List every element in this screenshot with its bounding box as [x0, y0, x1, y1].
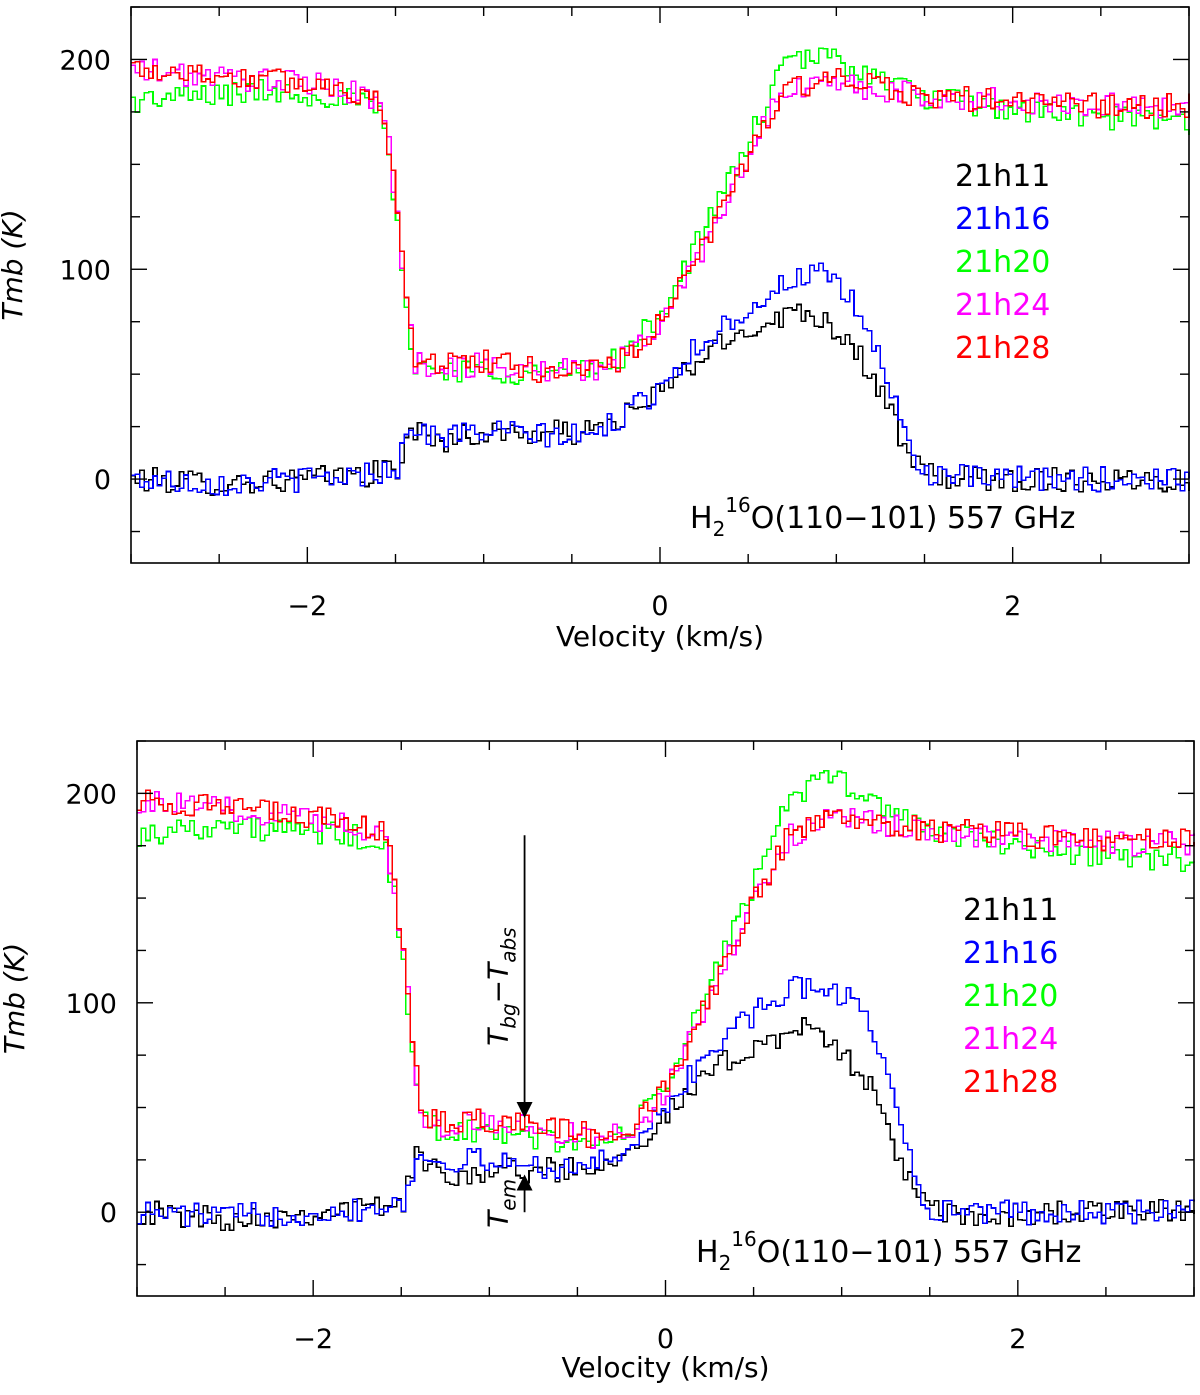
- series-line-21h16: [137, 976, 1195, 1227]
- legend-entry-21h24: 21h24: [955, 288, 1050, 323]
- y-tick-label: 100: [65, 989, 117, 1020]
- legend-entry-21h16: 21h16: [955, 202, 1050, 237]
- x-tick-label: −2: [287, 591, 327, 622]
- x-axis-title: Velocity (km/s): [561, 1351, 769, 1384]
- label-rest: O(110−101) 557 GHz: [757, 1235, 1082, 1270]
- legend: 21h11 21h16 21h20 21h24 21h28: [955, 159, 1050, 366]
- x-axis: −2 0 2: [130, 7, 1190, 622]
- abs-dash: −: [482, 980, 515, 1003]
- x-axis-title: Velocity (km/s): [556, 620, 764, 653]
- x-axis: −2 0 2: [136, 741, 1195, 1355]
- y-axis-title: Tmb (K): [0, 209, 29, 320]
- label-rest: O(110−101) 557 GHz: [751, 501, 1076, 536]
- label-superscript: 16: [731, 1227, 756, 1251]
- line-transition-label: H216O(110−101) 557 GHz: [696, 1227, 1081, 1275]
- series-line-21h20: [131, 47, 1190, 385]
- tem-label: Tem: [482, 1179, 521, 1228]
- line-transition-label: H216O(110−101) 557 GHz: [690, 493, 1075, 541]
- y-tick-label: 200: [65, 779, 117, 810]
- label-subscript: 2: [719, 1251, 732, 1275]
- label-prefix: H: [690, 501, 713, 536]
- legend-entry-21h24: 21h24: [963, 1022, 1058, 1057]
- absorption-arrowhead: [516, 1101, 533, 1118]
- abs-main: T: [482, 1027, 515, 1046]
- series-group: [131, 47, 1190, 496]
- label-superscript: 16: [725, 493, 750, 517]
- y-axis-title: Tmb (K): [0, 943, 31, 1054]
- series-line-21h28: [131, 60, 1190, 383]
- label-subscript: 2: [713, 517, 726, 541]
- y-tick-label: 0: [94, 465, 111, 496]
- x-tick-label: 0: [651, 591, 668, 622]
- y-axis: 0 100 200: [59, 6, 1189, 533]
- series-line-21h28: [137, 789, 1195, 1148]
- legend-entry-21h20: 21h20: [963, 979, 1058, 1014]
- legend: 21h11 21h16 21h20 21h24 21h28: [963, 893, 1058, 1100]
- series-line-21h24: [137, 791, 1195, 1149]
- legend-entry-21h28: 21h28: [955, 331, 1050, 366]
- label-prefix: H: [696, 1235, 719, 1270]
- series-line-21h11: [131, 303, 1190, 496]
- legend-entry-21h11: 21h11: [963, 893, 1058, 928]
- y-tick-label: 100: [59, 255, 111, 286]
- legend-entry-21h11: 21h11: [955, 159, 1050, 194]
- x-tick-label: −2: [293, 1324, 333, 1355]
- legend-entry-21h20: 21h20: [955, 245, 1050, 280]
- x-tick-label: 0: [657, 1324, 674, 1355]
- y-tick-label: 200: [59, 45, 111, 76]
- em-main: T: [482, 1209, 515, 1228]
- legend-entry-21h28: 21h28: [963, 1065, 1058, 1100]
- legend-entry-21h16: 21h16: [963, 936, 1058, 971]
- tbg-tabs-label: Tbg−Tabs: [482, 927, 521, 1045]
- abs-main2: T: [482, 961, 515, 980]
- x-tick-label: 2: [1004, 591, 1021, 622]
- x-tick-label: 2: [1009, 1324, 1026, 1355]
- emission-arrowhead: [516, 1174, 533, 1191]
- series-line-21h20: [137, 770, 1195, 1153]
- y-tick-label: 0: [100, 1198, 117, 1229]
- series-line-21h16: [131, 262, 1190, 496]
- series-group: [137, 770, 1195, 1232]
- y-axis: 0 100 200: [65, 740, 1194, 1266]
- abs-sub1: bg: [497, 1003, 521, 1028]
- abs-sub2: abs: [497, 927, 521, 962]
- em-sub: em: [497, 1179, 521, 1211]
